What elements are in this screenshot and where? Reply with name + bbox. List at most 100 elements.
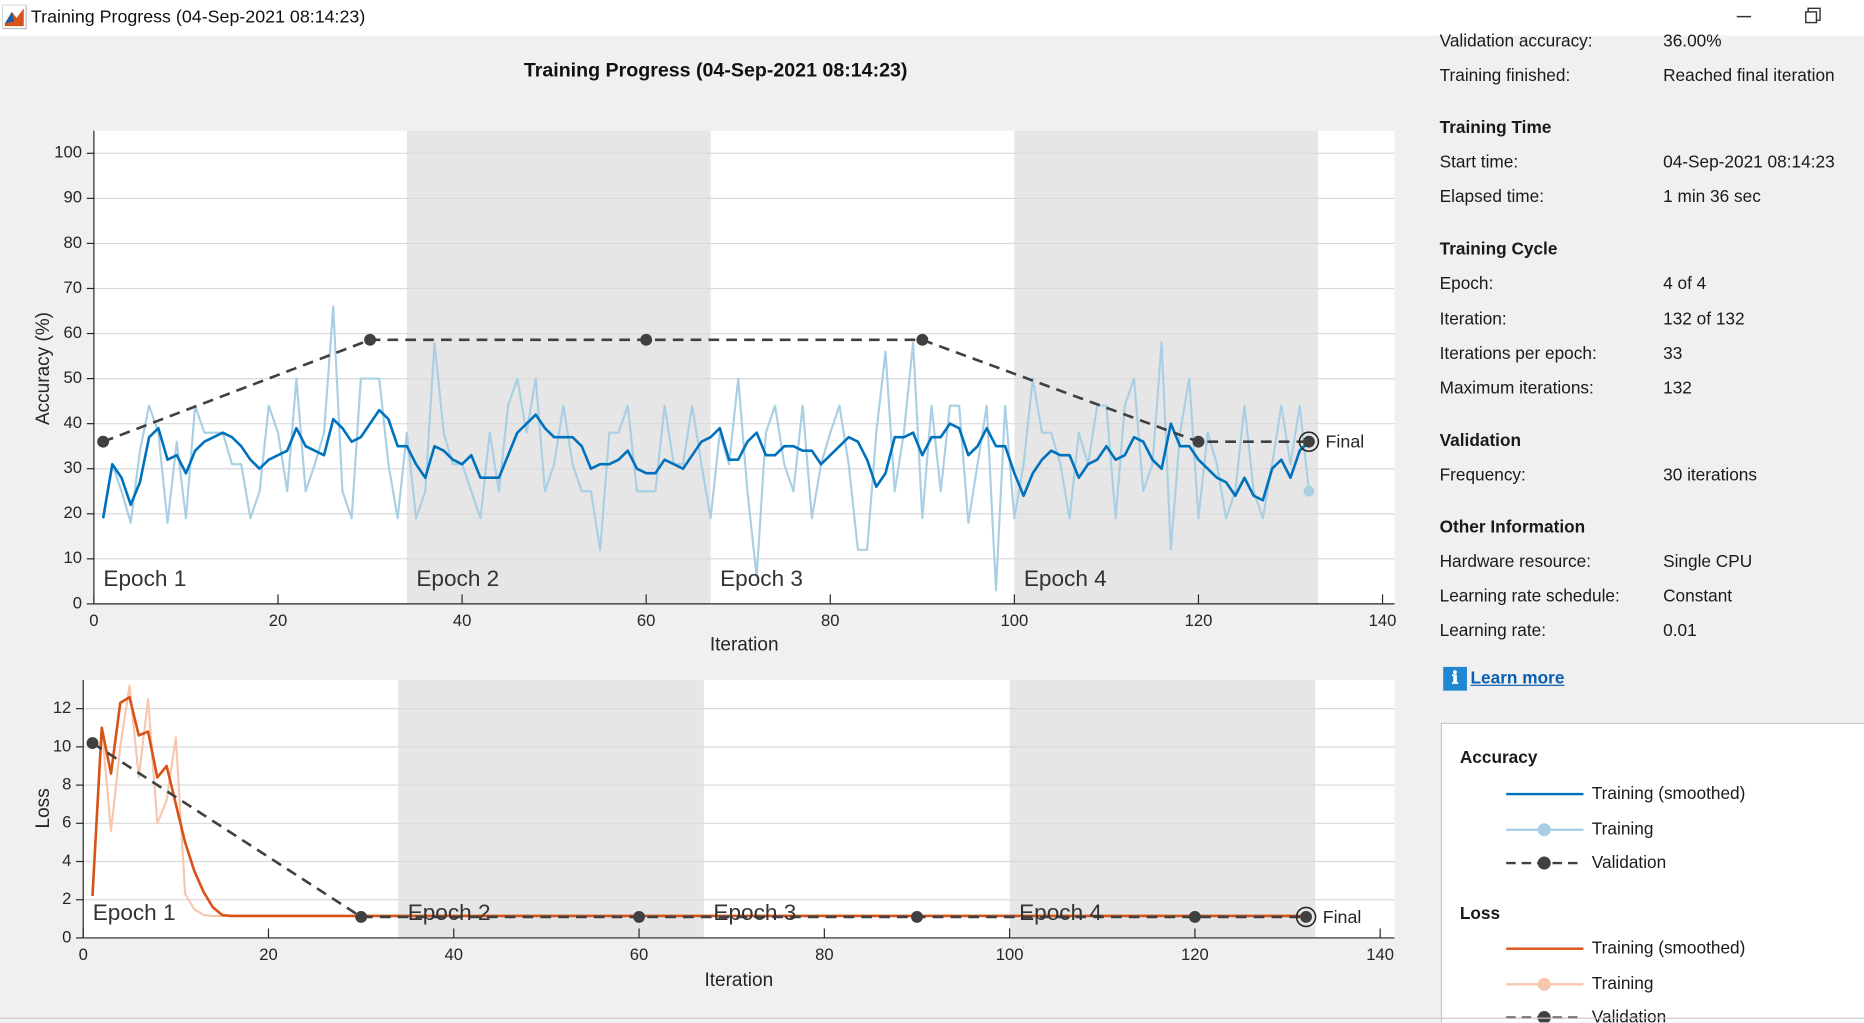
x-tick-label: 120 (1181, 945, 1209, 964)
validation-point (355, 910, 368, 923)
x-tick-label: 40 (445, 945, 463, 964)
info-value: 132 (1663, 379, 1692, 399)
info-value: 36.00% (1663, 32, 1722, 52)
info-value: 04-Sep-2021 08:14:23 (1663, 153, 1835, 173)
y-tick-label: 40 (64, 413, 83, 432)
y-tick-label: 80 (64, 233, 83, 252)
validation-point (916, 333, 929, 346)
window-title: Training Progress (04-Sep-2021 08:14:23) (30, 7, 366, 28)
validation-point (97, 435, 110, 448)
legend-label: Training (smoothed) (1591, 784, 1746, 804)
y-tick-label: 90 (64, 188, 83, 207)
info-value: 1 min 36 sec (1663, 188, 1761, 208)
series-line (102, 338, 1309, 443)
figure-title: Training Progress (04-Sep-2021 08:14:23) (524, 60, 908, 82)
section-heading: Validation (1439, 431, 1522, 451)
x-tick-label: 60 (630, 945, 649, 964)
y-tick-label: 70 (64, 278, 83, 297)
x-tick-label: 0 (89, 611, 98, 630)
y-tick-label: 4 (62, 851, 71, 870)
info-value: Constant (1663, 587, 1733, 607)
final-marker (1295, 906, 1317, 928)
learn-more-link[interactable]: Learn more (1470, 669, 1565, 689)
y-axis-label: Accuracy (%) (33, 312, 54, 425)
final-marker (1298, 431, 1320, 452)
info-value: Reached final iteration (1663, 66, 1835, 86)
legend-swatch (1506, 823, 1584, 837)
validation-point (86, 737, 99, 749)
info-label: Validation accuracy: (1439, 32, 1593, 52)
final-label: Final (1326, 432, 1365, 452)
y-tick-label: 0 (62, 927, 71, 946)
legend-label: Validation (1591, 1008, 1667, 1023)
validation-point (640, 333, 653, 346)
info-value: 132 of 132 (1663, 309, 1745, 329)
legend-heading: Accuracy (1459, 748, 1538, 768)
epoch-label: Epoch 2 (416, 566, 499, 591)
info-label: Iteration: (1439, 309, 1507, 329)
legend-label: Training (smoothed) (1591, 939, 1746, 959)
y-tick-label: 10 (64, 548, 83, 567)
x-tick-label: 80 (821, 611, 840, 630)
info-label: Elapsed time: (1439, 188, 1545, 208)
epoch-band (1009, 679, 1316, 938)
validation-point (1188, 910, 1201, 923)
section-heading: Training Time (1439, 118, 1552, 139)
y-tick-label: 50 (64, 368, 83, 387)
info-value: 4 of 4 (1663, 274, 1707, 294)
final-label: Final (1323, 907, 1362, 927)
y-tick-label: 0 (73, 593, 82, 612)
y-tick-label: 8 (62, 774, 71, 793)
series-line (91, 741, 1307, 919)
x-tick-label: 140 (1366, 945, 1394, 964)
y-tick-label: 2 (62, 889, 71, 908)
section-heading: Other Information (1439, 517, 1586, 537)
legend-label: Training (1591, 820, 1654, 840)
final-training-point (1303, 485, 1315, 497)
info-label: Training finished: (1439, 66, 1571, 86)
validation-point (1302, 435, 1315, 448)
x-tick-label: 100 (1000, 611, 1028, 630)
epoch-band (406, 130, 711, 604)
bottom-border (0, 1017, 1864, 1019)
y-tick-label: 10 (53, 736, 72, 755)
y-tick-label: 20 (64, 503, 83, 522)
epoch-label: Epoch 3 (713, 900, 796, 925)
x-tick-label: 80 (815, 945, 834, 964)
legend-swatch (1506, 1011, 1584, 1023)
epoch-label: Epoch 1 (103, 566, 186, 591)
restore-button[interactable] (1805, 7, 1821, 24)
app-icon (2, 4, 27, 30)
validation-point (1192, 435, 1205, 448)
info-label: Epoch: (1439, 274, 1494, 294)
info-label: Learning rate: (1439, 622, 1546, 642)
y-axis-label: Loss (33, 788, 54, 828)
legend-marker (1537, 856, 1551, 870)
x-axis-label: Iteration (710, 635, 779, 656)
info-label: Start time: (1439, 153, 1519, 173)
legend-marker (1537, 977, 1551, 991)
legend-swatch (1506, 947, 1584, 950)
window-controls (1736, 7, 1821, 24)
legend-swatch (1506, 856, 1584, 870)
info-label: Learning rate schedule: (1439, 587, 1620, 607)
info-label: Maximum iterations: (1439, 379, 1594, 399)
validation-point (364, 333, 376, 346)
validation-point (1300, 910, 1313, 923)
x-tick-label: 40 (453, 611, 472, 630)
info-label: Frequency: (1439, 465, 1526, 485)
epoch-label: Epoch 1 (93, 900, 176, 925)
x-tick-label: 20 (259, 945, 278, 964)
info-icon: ℹ (1443, 667, 1467, 691)
epoch-label: Epoch 3 (720, 566, 803, 591)
x-tick-label: 60 (637, 611, 656, 630)
info-value: Single CPU (1663, 552, 1753, 572)
y-tick-label: 30 (64, 458, 83, 477)
x-axis-label: Iteration (704, 970, 773, 991)
info-value: 0.01 (1663, 622, 1697, 642)
plots: Training Progress (04-Sep-2021 08:14:23)… (33, 60, 1396, 991)
legend-marker (1537, 1011, 1551, 1023)
info-label: Hardware resource: (1439, 552, 1591, 572)
section-heading: Training Cycle (1439, 240, 1558, 260)
